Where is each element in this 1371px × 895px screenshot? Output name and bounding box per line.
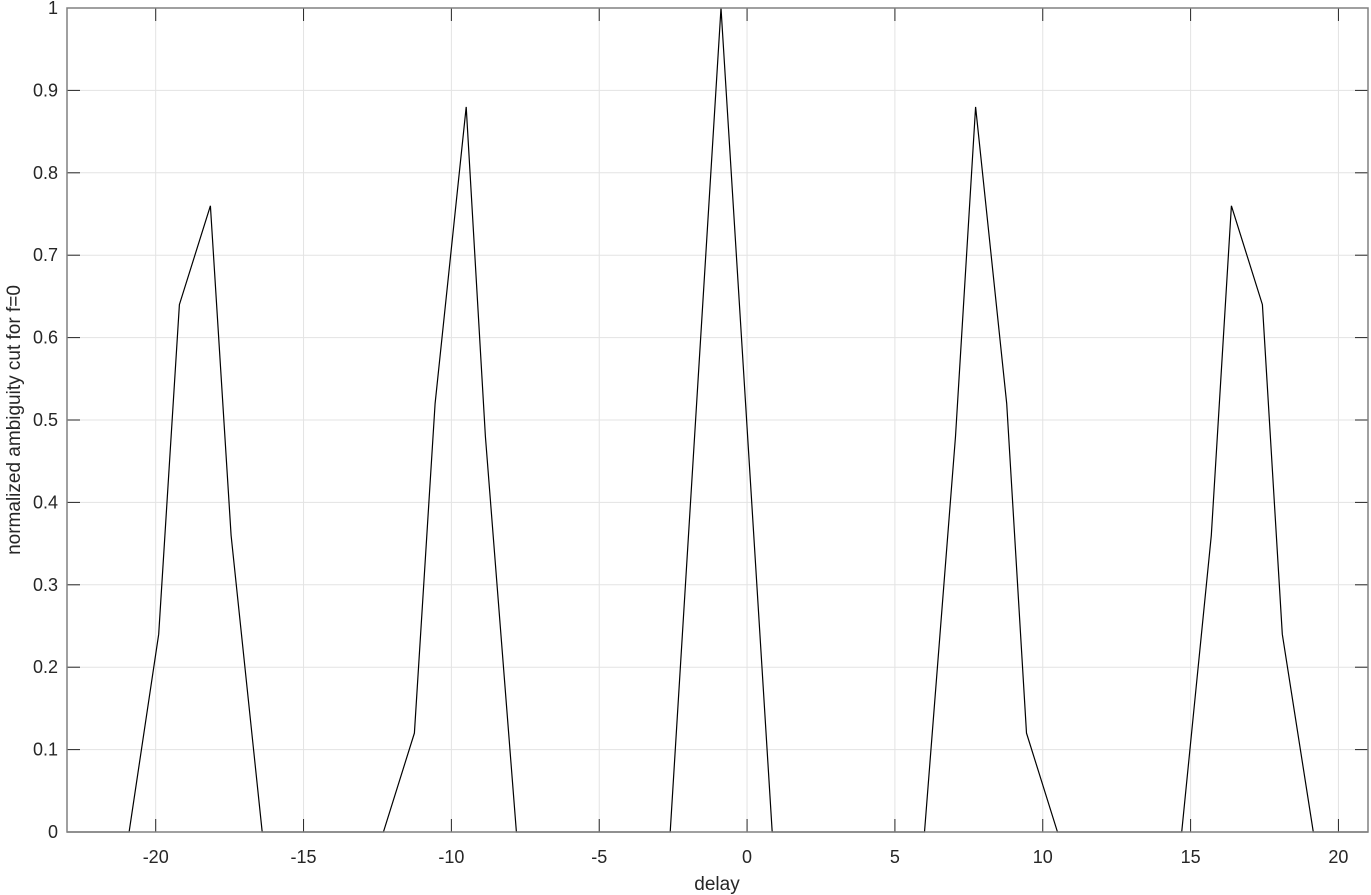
x-tick-label: 15 <box>1181 847 1201 867</box>
y-tick-label: 0.1 <box>33 740 58 760</box>
y-tick-label: 0.4 <box>33 492 58 512</box>
x-tick-label: 5 <box>890 847 900 867</box>
x-axis-label: delay <box>694 874 740 895</box>
x-tick-label: 0 <box>742 847 752 867</box>
x-tick-label: -10 <box>438 847 464 867</box>
x-tick-label: -20 <box>143 847 169 867</box>
y-tick-label: 0.8 <box>33 163 58 183</box>
x-tick-label: 20 <box>1328 847 1348 867</box>
y-tick-label: 0.5 <box>33 410 58 430</box>
x-tick-label: -15 <box>291 847 317 867</box>
y-tick-label: 1 <box>48 0 58 18</box>
tick-labels: -20 -15 -10 -5 0 5 10 15 20 0 0.1 0.2 0.3 0.4 0.5 0.6 0.… <box>33 0 1348 867</box>
y-axis-label: normalized ambiguity cut for f=0 <box>4 285 25 555</box>
y-tick-label: 0.2 <box>33 657 58 677</box>
x-tick-label: -5 <box>591 847 607 867</box>
plot-box <box>66 7 1369 833</box>
y-tick-label: 0.6 <box>33 328 58 348</box>
y-tick-label: 0 <box>48 822 58 842</box>
y-tick-label: 0.7 <box>33 245 58 265</box>
grid <box>67 7 1368 833</box>
x-tick-label: 10 <box>1033 847 1053 867</box>
y-tick-label: 0.3 <box>33 575 58 595</box>
axes <box>66 7 1369 833</box>
y-tick-label: 0.9 <box>33 80 58 100</box>
